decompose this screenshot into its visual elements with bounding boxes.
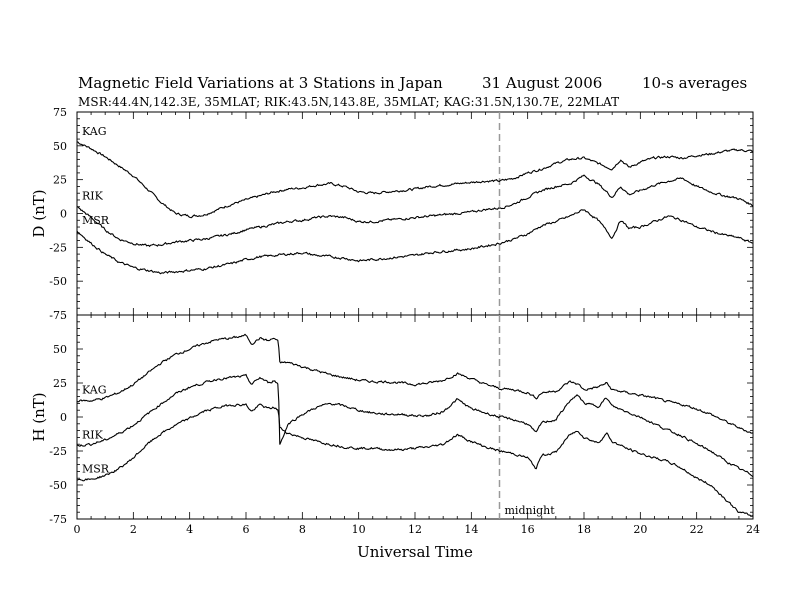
chart-title: Magnetic Field Variations at 3 Stations … bbox=[78, 74, 443, 92]
trace-kag bbox=[76, 333, 754, 434]
x-tick-label: 16 bbox=[521, 523, 535, 536]
y-tick-label: -75 bbox=[49, 513, 67, 526]
x-tick-label: 20 bbox=[633, 523, 647, 536]
x-tick-label: 24 bbox=[746, 523, 760, 536]
x-tick-label: 18 bbox=[577, 523, 591, 536]
y-tick-label: -50 bbox=[49, 275, 67, 288]
x-axis-title: Universal Time bbox=[357, 543, 473, 561]
x-tick-label: 14 bbox=[464, 523, 478, 536]
y-axis-title: H (nT) bbox=[30, 392, 48, 441]
x-tick-label: 4 bbox=[186, 523, 193, 536]
panel-d-component: -75 -50 -25 0 25 50 75 D (nT) KAG RIK MSR bbox=[30, 106, 754, 322]
y-tick-label: 0 bbox=[60, 208, 67, 221]
y-tick-label: 25 bbox=[53, 174, 67, 187]
midnight-label: midnight bbox=[505, 504, 556, 517]
y-tick-label: 50 bbox=[53, 140, 67, 153]
trace-kag bbox=[76, 141, 754, 219]
trace-msr bbox=[76, 403, 754, 518]
station-coordinates: MSR:44.4N,142.3E, 35MLAT; RIK:43.5N,143.… bbox=[78, 95, 620, 109]
series-label-rik: RIK bbox=[82, 429, 104, 442]
y-tick-label: -25 bbox=[49, 241, 67, 254]
x-tick-label: 10 bbox=[352, 523, 366, 536]
x-tick-label: 22 bbox=[690, 523, 704, 536]
y-tick-label: -25 bbox=[49, 445, 67, 458]
series-label-kag: KAG bbox=[82, 384, 107, 397]
trace-msr bbox=[76, 209, 753, 275]
series-label-msr: MSR bbox=[82, 463, 110, 476]
y-tick-label: 25 bbox=[53, 377, 67, 390]
y-tick-label: -75 bbox=[49, 309, 67, 322]
trace-rik bbox=[76, 373, 754, 478]
x-tick-label: 12 bbox=[408, 523, 422, 536]
series-label-kag: KAG bbox=[82, 125, 107, 138]
series-label-rik: RIK bbox=[82, 190, 104, 203]
chart-date: 31 August 2006 bbox=[482, 74, 603, 92]
y-tick-label: 75 bbox=[53, 106, 67, 119]
y-tick-label: 0 bbox=[60, 411, 67, 424]
panel-frame bbox=[76, 314, 754, 520]
x-tick-label: 8 bbox=[299, 523, 306, 536]
y-tick-label: -50 bbox=[49, 479, 67, 492]
y-tick-label: 50 bbox=[53, 343, 67, 356]
x-tick-label: 0 bbox=[74, 523, 81, 536]
x-tick-label: 2 bbox=[130, 523, 137, 536]
x-tick-label: 6 bbox=[243, 523, 250, 536]
chart-averaging: 10-s averages bbox=[642, 74, 748, 92]
trace-rik bbox=[76, 174, 754, 248]
series-label-msr: MSR bbox=[82, 214, 110, 227]
y-axis-title: D (nT) bbox=[30, 189, 48, 237]
